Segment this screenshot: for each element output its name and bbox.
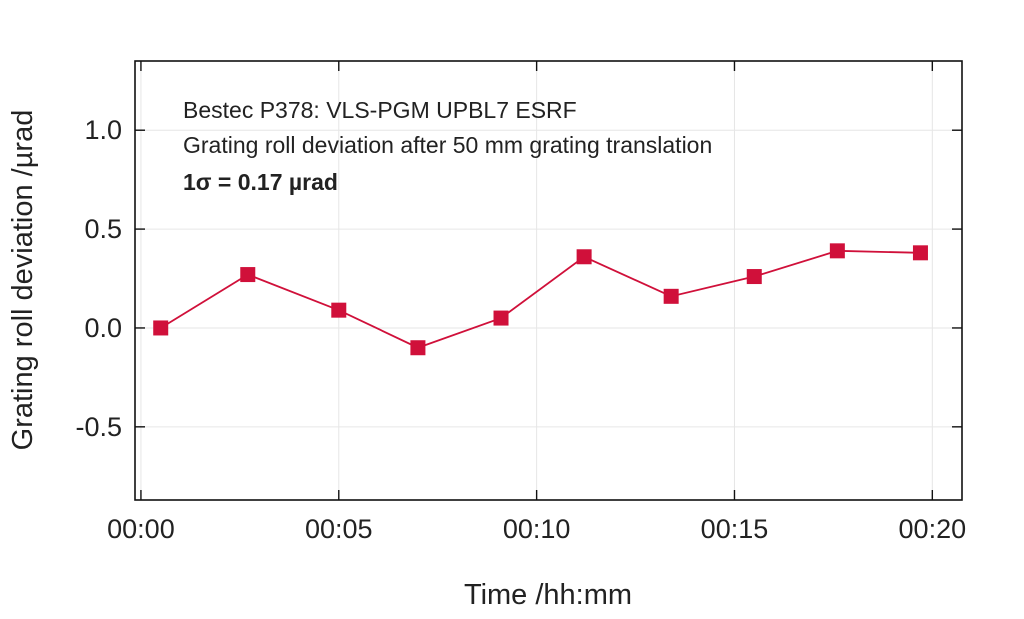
data-point-marker [240,267,256,283]
data-point-marker [331,302,347,318]
data-point-marker [576,249,592,265]
ticks-layer: 00:00 00:05 00:10 00:15 00:20 1.0 0.5 0.0 -0.5 [75,61,966,544]
data-point-marker [746,269,762,285]
data-point-marker [493,310,509,326]
y-tick-label: 0.0 [84,313,122,343]
plot-frame [134,60,963,501]
x-axis-label: Time /hh:mm [464,579,632,611]
data-point-marker [829,243,845,259]
series-layer [153,243,928,356]
series-line [160,249,921,349]
y-tick-label: -0.5 [75,412,122,442]
data-point-marker [912,245,928,261]
annotation-line-2: Grating roll deviation after 50 mm grati… [183,132,712,158]
x-tick-label: 00:10 [503,514,571,544]
annotation-line-3: 1σ = 0.17 µrad [183,169,338,195]
data-point-marker [153,320,169,336]
x-tick-label: 00:05 [305,514,373,544]
data-point-marker [663,288,679,304]
x-tick-label: 00:20 [899,514,967,544]
annotation-line-1: Bestec P378: VLS-PGM UPBL7 ESRF [183,97,577,123]
x-tick-label: 00:00 [107,514,175,544]
data-point-marker [410,340,426,356]
x-tick-label: 00:15 [701,514,769,544]
y-axis-label: Grating roll deviation /µrad [7,110,39,451]
y-tick-label: 1.0 [84,115,122,145]
y-tick-label: 0.5 [84,214,122,244]
grid-layer [135,61,962,500]
